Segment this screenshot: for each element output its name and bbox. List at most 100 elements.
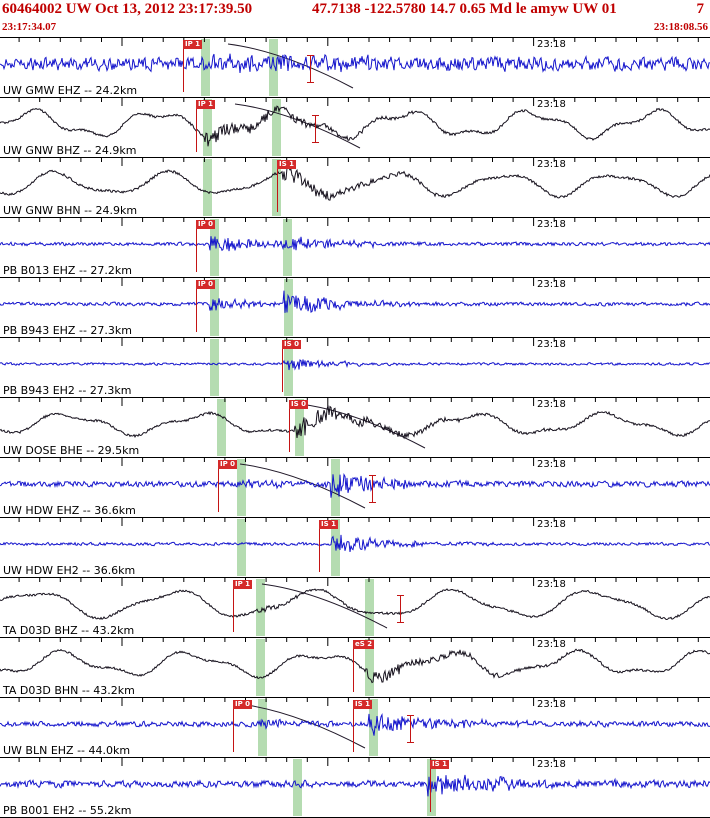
- pick-uncertainty-bar[interactable]: [369, 475, 376, 503]
- moveout-curve: [234, 103, 361, 149]
- pick-flag[interactable]: IP 0: [233, 700, 253, 709]
- pick-line[interactable]: [430, 769, 431, 812]
- time-tick-marks: [18, 638, 699, 646]
- trace-panel[interactable]: 23:18 IP 0 PB B943 EHZ -- 27.3km: [0, 277, 710, 337]
- waveform[interactable]: [0, 218, 710, 277]
- arrival-window-band: [203, 99, 212, 156]
- pick-flag[interactable]: IP 0: [196, 280, 216, 289]
- arrival-window-band: [256, 639, 265, 696]
- trace-panel[interactable]: 23:18 IS 1 PB B001 EH2 -- 55.2km: [0, 757, 710, 817]
- waveform[interactable]: [0, 398, 710, 457]
- trace-panel[interactable]: 23:18 IS 0 UW DOSE BHE -- 29.5km: [0, 397, 710, 457]
- pick-flag[interactable]: IS 1: [353, 700, 372, 709]
- pick-uncertainty-bar[interactable]: [407, 715, 414, 743]
- time-tick-marks: [18, 338, 699, 346]
- station-channel-label: TA D03D BHN -- 43.2km: [3, 684, 135, 697]
- pick-line[interactable]: [196, 289, 197, 332]
- pick-line[interactable]: [282, 349, 283, 392]
- waveform[interactable]: [0, 98, 710, 157]
- arrival-window-band: [210, 279, 219, 336]
- time-window-bar: 23:17:34.07 23:18:08.56: [0, 21, 710, 37]
- pick-flag[interactable]: IP 1: [233, 580, 253, 589]
- pick-flag[interactable]: IP 0: [218, 460, 238, 469]
- axis-time-label: 23:18: [537, 339, 566, 350]
- waveform[interactable]: [0, 38, 710, 97]
- arrival-window-band: [203, 159, 212, 216]
- pick-flag[interactable]: eS 2: [353, 640, 375, 649]
- pick-line[interactable]: [289, 409, 290, 452]
- pick-line[interactable]: [218, 469, 219, 512]
- arrival-window-band: [237, 459, 246, 516]
- pick-flag[interactable]: IS 1: [319, 520, 338, 529]
- waveform[interactable]: [0, 638, 710, 697]
- station-channel-label: UW HDW EH2 -- 36.6km: [3, 564, 136, 577]
- trace-panel[interactable]: 23:18 IP 1 UW GMW EHZ -- 24.2km: [0, 37, 710, 97]
- window-end-time: 23:18:08.56: [653, 21, 708, 33]
- trace-line: [0, 472, 710, 498]
- pick-line[interactable]: [353, 649, 354, 692]
- pick-line[interactable]: [233, 709, 234, 752]
- station-channel-label: UW GNW BHZ -- 24.9km: [3, 144, 137, 157]
- station-channel-label: PB B943 EHZ -- 27.3km: [3, 324, 132, 337]
- pick-line[interactable]: [319, 529, 320, 572]
- arrival-window-band: [331, 459, 340, 516]
- pick-uncertainty-bar[interactable]: [307, 55, 314, 83]
- axis-time-label: 23:18: [537, 579, 566, 590]
- pick-line[interactable]: [196, 109, 197, 152]
- pick-flag[interactable]: IP 1: [196, 100, 216, 109]
- trace-panel[interactable]: 23:18 IP 1 TA D03D BHZ -- 43.2km: [0, 577, 710, 637]
- moveout-curve: [299, 403, 426, 449]
- trace-panel[interactable]: 23:18 IP 0 PB B013 EHZ -- 27.2km: [0, 217, 710, 277]
- pick-uncertainty-bar[interactable]: [397, 595, 404, 623]
- trace-panel[interactable]: 23:18 eS 2 TA D03D BHN -- 43.2km: [0, 637, 710, 697]
- axis-time-label: 23:18: [537, 399, 566, 410]
- window-start-time: 23:17:34.07: [2, 21, 57, 33]
- pick-uncertainty-bar[interactable]: [312, 115, 319, 143]
- arrival-window-band: [293, 759, 302, 816]
- pick-flag[interactable]: IS 0: [289, 400, 308, 409]
- trace-panel[interactable]: 23:18 IS 1 UW GNW BHN -- 24.9km: [0, 157, 710, 217]
- arrival-window-band: [365, 579, 374, 636]
- pick-line[interactable]: [183, 49, 184, 92]
- arrival-window-band: [284, 279, 293, 336]
- event-pick-count: 7: [696, 1, 705, 17]
- axis-time-label: 23:18: [537, 639, 566, 650]
- trace-panel[interactable]: 23:18 IS 1 UW HDW EH2 -- 36.6km: [0, 517, 710, 577]
- trace-line: [0, 774, 710, 797]
- time-tick-marks: [18, 458, 699, 466]
- arrival-window-band: [269, 39, 278, 96]
- pick-line[interactable]: [277, 169, 278, 212]
- axis-time-label: 23:18: [537, 699, 566, 710]
- arrival-window-band: [210, 339, 219, 396]
- trace-panel[interactable]: 23:18 IP 0 UW HDW EHZ -- 36.6km: [0, 457, 710, 517]
- event-header: 60464002 UW Oct 13, 2012 23:17:39.50 47.…: [0, 0, 710, 21]
- pick-line[interactable]: [353, 709, 354, 752]
- station-channel-label: PB B001 EH2 -- 55.2km: [3, 804, 132, 817]
- axis-time-label: 23:18: [537, 759, 566, 770]
- waveform[interactable]: [0, 278, 710, 337]
- trace-panel[interactable]: 23:18 IS 0 PB B943 EH2 -- 27.3km: [0, 337, 710, 397]
- trace-panel[interactable]: 23:18 IP 1 UW GNW BHZ -- 24.9km: [0, 97, 710, 157]
- time-tick-marks: [18, 278, 699, 286]
- pick-line[interactable]: [233, 589, 234, 632]
- moveout-curve: [239, 703, 366, 749]
- moveout-curve: [261, 583, 388, 629]
- pick-flag[interactable]: IS 1: [430, 760, 449, 769]
- trace-line: [0, 588, 710, 621]
- waveform[interactable]: [0, 338, 710, 397]
- axis-time-label: 23:18: [537, 219, 566, 230]
- pick-line[interactable]: [196, 229, 197, 272]
- axis-time-label: 23:18: [537, 279, 566, 290]
- waveform[interactable]: [0, 458, 710, 517]
- waveform[interactable]: [0, 758, 710, 817]
- trace-panel[interactable]: 23:18 IP 0 IS 1 UW BLN EHZ -- 44.0km: [0, 697, 710, 757]
- station-channel-label: UW GMW EHZ -- 24.2km: [3, 84, 138, 97]
- pick-flag[interactable]: IP 0: [196, 220, 216, 229]
- station-channel-label: UW GNW BHN -- 24.9km: [3, 204, 138, 217]
- pick-flag[interactable]: IS 1: [277, 160, 296, 169]
- pick-flag[interactable]: IS 0: [282, 340, 301, 349]
- arrival-window-band: [272, 99, 281, 156]
- waveform[interactable]: [0, 158, 710, 217]
- pick-flag[interactable]: IP 1: [183, 40, 203, 49]
- arrival-window-band: [256, 579, 265, 636]
